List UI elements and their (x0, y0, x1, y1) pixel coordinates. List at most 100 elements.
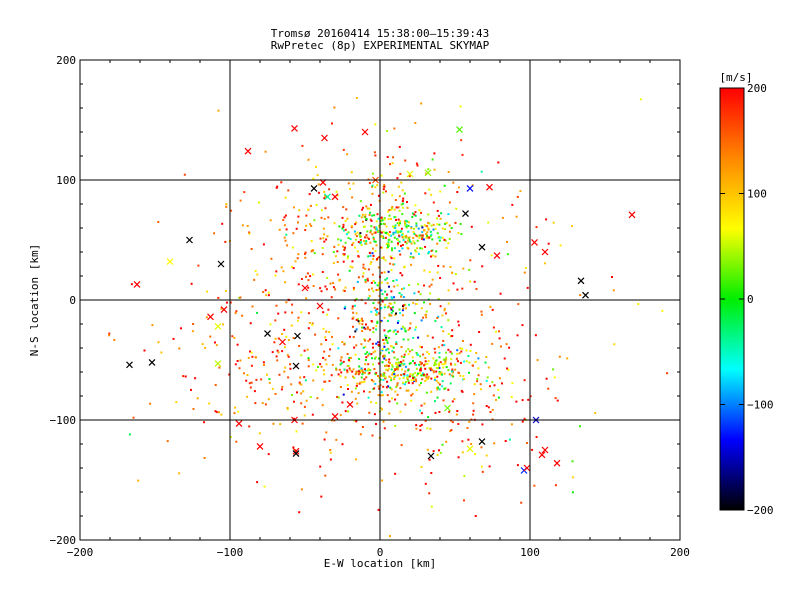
data-point (366, 327, 369, 330)
data-point (552, 221, 555, 224)
data-point (268, 378, 271, 381)
data-point (383, 271, 386, 274)
data-point (303, 376, 306, 379)
data-point (489, 305, 492, 308)
data-point (349, 356, 352, 359)
data-point (160, 351, 163, 354)
data-point (637, 303, 640, 306)
data-point (385, 190, 387, 193)
data-point (320, 495, 323, 498)
data-point (302, 390, 305, 393)
data-point (394, 374, 397, 377)
data-point (394, 227, 397, 229)
data-point (290, 324, 293, 327)
data-point (320, 216, 323, 219)
data-point (405, 234, 408, 237)
data-point (383, 223, 386, 226)
data-point (523, 417, 526, 420)
data-point (280, 266, 283, 269)
data-point (579, 425, 581, 428)
data-point (310, 240, 313, 242)
data-point (292, 446, 295, 449)
data-point (468, 420, 471, 423)
data-point (343, 253, 346, 256)
data-point (287, 376, 290, 379)
data-point (344, 410, 347, 413)
data-point (396, 384, 399, 387)
data-point (351, 266, 354, 269)
data-point (386, 394, 389, 397)
data-point (377, 288, 380, 291)
data-point (396, 284, 399, 287)
data-point (351, 370, 354, 373)
data-point (367, 354, 370, 357)
data-point (307, 312, 310, 315)
data-point (241, 224, 244, 227)
data-point (382, 222, 385, 225)
data-point (421, 237, 423, 240)
data-point (387, 241, 390, 244)
data-point (387, 270, 390, 273)
data-point (313, 219, 316, 222)
data-point (399, 172, 402, 175)
data-point (322, 237, 325, 240)
data-point (428, 458, 431, 461)
data-point (444, 222, 447, 225)
data-point (368, 338, 371, 341)
data-point (508, 346, 511, 349)
data-point (405, 226, 408, 229)
data-point (190, 388, 192, 391)
data-point (370, 353, 373, 356)
data-point (248, 425, 251, 428)
data-point (400, 295, 402, 298)
data-point (342, 360, 345, 363)
data-point (323, 197, 326, 200)
data-point (379, 407, 382, 410)
data-point (409, 373, 412, 375)
data-point (361, 373, 364, 376)
data-point (435, 386, 438, 389)
data-point (506, 253, 509, 256)
data-point (213, 232, 216, 235)
data-point (406, 378, 409, 380)
data-point (352, 182, 355, 185)
y-tick-label: 200 (56, 54, 76, 67)
data-point (344, 286, 347, 289)
data-point (392, 263, 395, 266)
data-point (355, 328, 358, 331)
data-point (448, 201, 451, 204)
data-point (424, 192, 427, 195)
data-point (308, 321, 311, 324)
data-point (371, 184, 374, 187)
data-point (335, 368, 338, 371)
data-point (435, 363, 438, 366)
data-point (319, 465, 322, 468)
data-point (366, 277, 369, 280)
data-point (398, 195, 401, 198)
data-point (415, 162, 418, 165)
data-point (455, 357, 458, 360)
data-point (356, 382, 359, 385)
data-point (430, 283, 433, 286)
data-point (399, 410, 402, 413)
data-point (372, 254, 375, 257)
data-point (367, 367, 370, 370)
data-point (271, 387, 274, 390)
data-point (420, 225, 423, 228)
data-point (354, 373, 357, 376)
data-point (433, 362, 436, 364)
data-point (470, 443, 473, 445)
data-point (373, 357, 376, 360)
data-point (481, 265, 484, 268)
data-point (411, 212, 414, 215)
data-point (251, 305, 254, 308)
data-point (475, 352, 478, 354)
data-point (412, 360, 414, 362)
data-point (419, 367, 422, 370)
data-point (243, 191, 246, 194)
data-point (377, 357, 380, 360)
data-point (357, 392, 360, 395)
data-point (487, 366, 490, 369)
data-point (427, 227, 430, 230)
